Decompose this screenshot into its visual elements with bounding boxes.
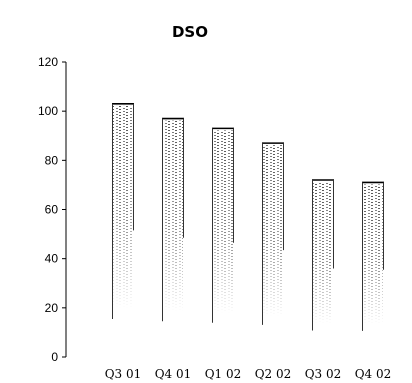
bar-texture	[113, 105, 133, 309]
bars-group	[112, 102, 384, 331]
y-tick-label: 20	[45, 301, 59, 315]
x-tick-label: Q3 02	[305, 367, 342, 381]
bar-texture	[363, 184, 383, 325]
y-tick-label: 0	[51, 350, 58, 364]
x-tick-label: Q2 02	[255, 367, 292, 381]
bar-texture	[213, 130, 233, 314]
x-tick-label: Q4 02	[355, 367, 392, 381]
y-tick-label: 40	[45, 252, 59, 266]
bar-texture	[263, 145, 283, 317]
bar	[162, 117, 184, 322]
bar	[112, 102, 134, 320]
x-tick-label: Q1 02	[205, 367, 242, 381]
chart-title: DSO	[172, 23, 208, 41]
y-tick-label: 80	[45, 153, 59, 167]
y-tick-label: 100	[38, 104, 58, 118]
bar	[312, 179, 334, 331]
bar-texture	[163, 120, 183, 312]
y-axis-ticks: 0 20 40 60 80 100 120	[38, 55, 66, 364]
x-axis-labels: Q3 01 Q4 01 Q1 02 Q2 02 Q3 02 Q4 02	[105, 367, 392, 381]
x-tick-label: Q3 01	[105, 367, 142, 381]
y-tick-label: 60	[45, 203, 59, 217]
x-tick-label: Q4 01	[155, 367, 192, 381]
bar	[262, 142, 284, 325]
bar	[212, 127, 234, 323]
bar	[362, 181, 384, 331]
y-tick-label: 120	[38, 55, 58, 69]
bar-texture	[313, 182, 333, 324]
